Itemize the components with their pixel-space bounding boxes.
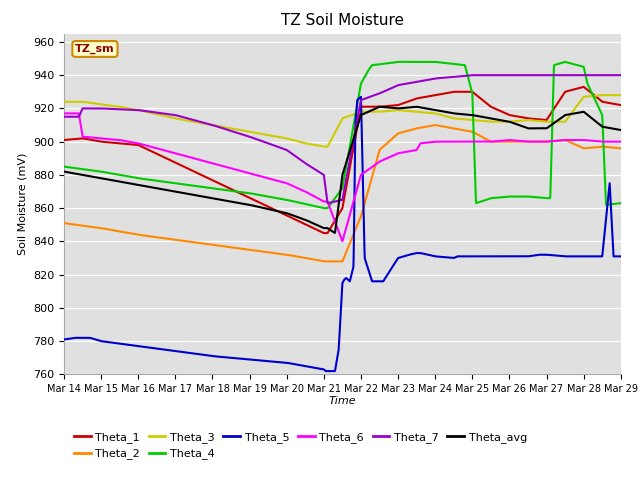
- Title: TZ Soil Moisture: TZ Soil Moisture: [281, 13, 404, 28]
- X-axis label: Time: Time: [328, 396, 356, 406]
- Legend: Theta_1, Theta_2, Theta_3, Theta_4, Theta_5, Theta_6, Theta_7, Theta_avg: Theta_1, Theta_2, Theta_3, Theta_4, Thet…: [70, 428, 531, 464]
- Y-axis label: Soil Moisture (mV): Soil Moisture (mV): [17, 153, 28, 255]
- Text: TZ_sm: TZ_sm: [75, 44, 115, 54]
